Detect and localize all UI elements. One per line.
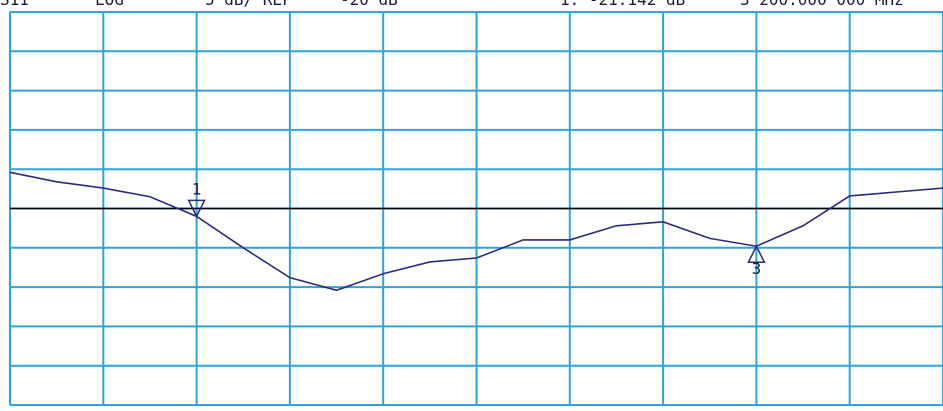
marker-label: 1 <box>192 179 202 198</box>
marker <box>747 244 766 263</box>
marker <box>187 199 206 219</box>
header-text: -20 dB <box>340 0 398 9</box>
header-text: 5 dB/ REF <box>205 0 292 9</box>
header-text: 1: -21.142 dB <box>560 0 685 9</box>
header-text: S11 <box>0 0 29 9</box>
marker-label: 3 <box>752 259 762 278</box>
header-text: LOG <box>95 0 124 9</box>
header-text: 3 200.000 000 MHz <box>740 0 904 9</box>
trace <box>9 171 943 292</box>
